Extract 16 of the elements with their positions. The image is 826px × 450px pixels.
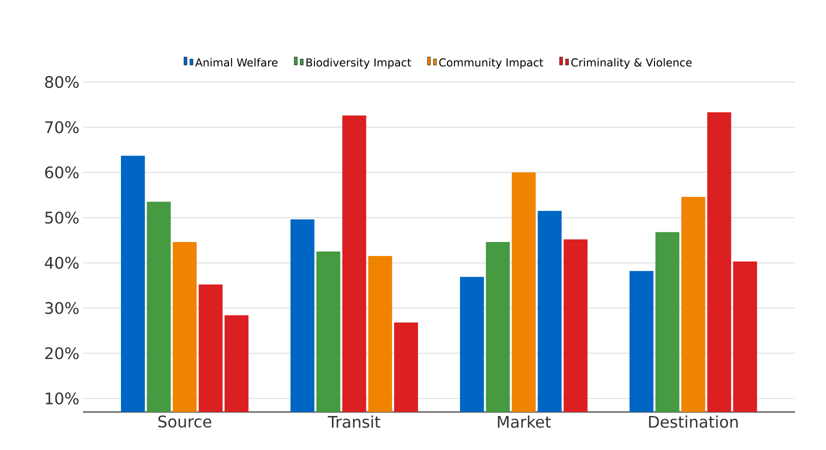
- legend-label: Criminality & Violence: [571, 58, 692, 69]
- y-tick-label: 20%: [45, 347, 79, 360]
- y-tick-label: 30%: [45, 302, 79, 314]
- legend-label: Community Impact: [439, 58, 544, 69]
- y-tick-label: 40%: [44, 256, 79, 269]
- legend-label: Biodiversity Impact: [306, 58, 412, 69]
- x-tick-label: Transit: [328, 416, 380, 428]
- x-tick-label: Market: [498, 416, 551, 428]
- y-tick-label: 50%: [45, 212, 79, 224]
- y-tick-label: 70%: [45, 121, 79, 134]
- y-tick-label: 10%: [46, 392, 79, 404]
- y-tick-label: 60%: [45, 166, 79, 178]
- x-tick-label: Source: [158, 416, 212, 428]
- legend-label: Animal Welfare: [195, 58, 278, 67]
- y-tick-label: 80%: [45, 76, 79, 88]
- x-tick-label: Destination: [649, 416, 738, 428]
